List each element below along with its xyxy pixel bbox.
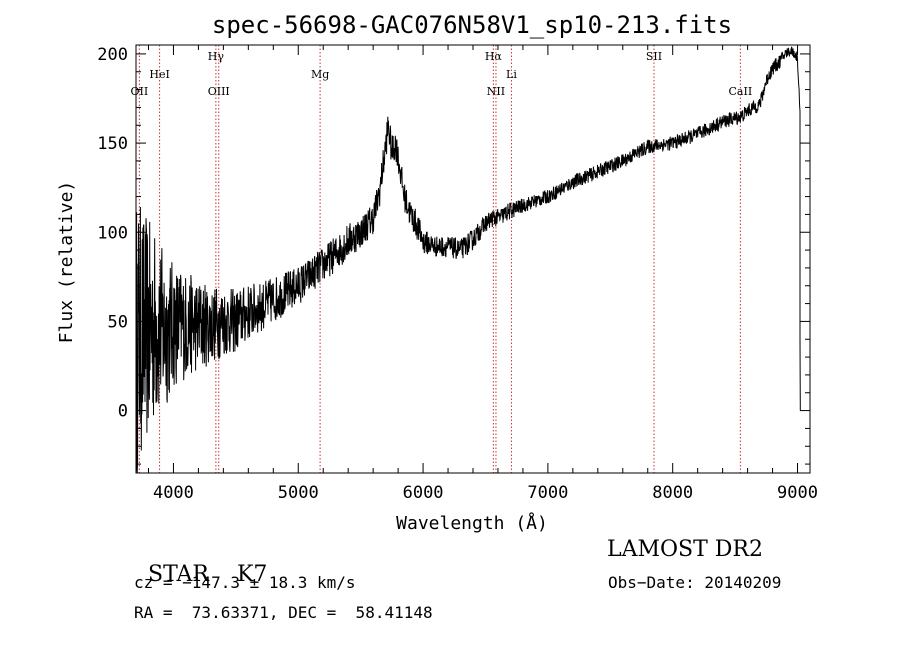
line-label-NII: NII xyxy=(487,85,505,98)
y-axis-label: Flux (relative) xyxy=(56,181,77,344)
line-label-OII: OII xyxy=(131,85,149,98)
y-tick-label: 50 xyxy=(108,312,128,332)
x-tick-label: 7000 xyxy=(527,483,568,503)
line-label-Hα: Hα xyxy=(485,50,503,63)
line-label-SII: SII xyxy=(646,50,662,63)
x-tick-label: 6000 xyxy=(403,483,444,503)
x-axis-label: Wavelength (Å) xyxy=(396,512,548,534)
subclass-text: K7 xyxy=(237,562,268,587)
object-class: STAR K7 xyxy=(134,537,267,587)
plot-frame xyxy=(135,44,811,474)
line-label-HeI: HeI xyxy=(149,68,169,81)
line-label-Li: Li xyxy=(506,68,517,81)
x-tick-label: 5000 xyxy=(278,483,319,503)
y-tick-label: 200 xyxy=(97,45,128,65)
coordinates: RA = 73.63371, DEC = 58.41148 xyxy=(134,603,433,622)
line-label-Mg: Mg xyxy=(311,68,329,81)
x-tick-label: 9000 xyxy=(777,483,818,503)
line-label-OIII: OIII xyxy=(208,85,230,98)
y-tick-label: 150 xyxy=(97,134,128,154)
class-text: STAR xyxy=(148,562,209,587)
chart-title: spec-56698-GAC076N58V1_sp10-213.fits xyxy=(212,11,732,39)
line-label-CaII: CaII xyxy=(729,85,753,98)
spectrum-line xyxy=(135,46,801,474)
x-tick-label: 8000 xyxy=(652,483,693,503)
observation-date: Obs−Date: 20140209 xyxy=(608,573,782,592)
redshift-velocity: cz = −147.3 ± 18.3 km/s xyxy=(134,573,356,592)
y-tick-label: 100 xyxy=(97,223,128,243)
x-tick-label: 4000 xyxy=(153,483,194,503)
axes: 4000 5000 6000 7000 8000 9000 0 50 100 150 200 xyxy=(97,45,818,503)
survey-name: LAMOST DR2 xyxy=(607,537,763,562)
y-tick-label: 0 xyxy=(118,402,128,422)
spectrum-layer xyxy=(135,46,801,474)
line-label-Hγ: Hγ xyxy=(208,50,225,63)
